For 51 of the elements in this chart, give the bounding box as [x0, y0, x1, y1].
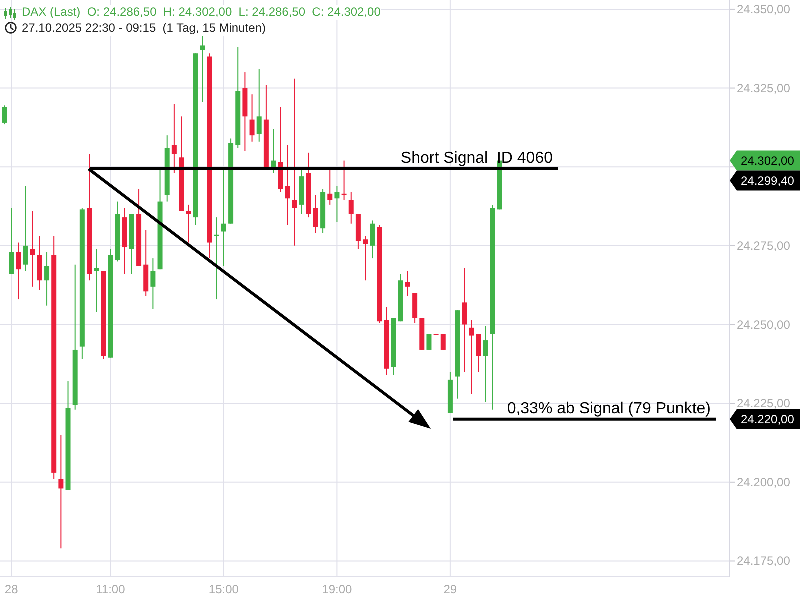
- candlestick: [172, 104, 177, 174]
- candlestick: [426, 334, 432, 350]
- y-tick-label: 24.200,00: [737, 475, 791, 490]
- candlestick: [2, 105, 8, 126]
- x-tick-label: 19:00: [322, 582, 353, 597]
- y-tick-label: 24.250,00: [737, 318, 791, 332]
- chart-title: DAX (Last) O: 24.286,50 H: 24.302,00 L: 24.286,50 C: 24.302,00: [22, 5, 381, 20]
- candlestick: [23, 186, 28, 272]
- candlestick: [186, 204, 192, 244]
- candlestick: [285, 144, 290, 226]
- y-tick-label: 24.325,00: [737, 81, 791, 96]
- text: 27.10.2025 22:30 - 09:15 (1 Tag, 15 Minuten): [22, 21, 266, 36]
- candlestick: [58, 434, 64, 550]
- candlestick: [342, 160, 347, 201]
- candlestick: [348, 192, 354, 224]
- x-tick-label: 11:00: [96, 582, 126, 597]
- y-tick-label: 24.275,00: [737, 238, 791, 253]
- candlestick: [405, 270, 410, 297]
- candlestick: [469, 320, 474, 395]
- candlestick: [370, 220, 376, 260]
- x-tick-label: 29: [444, 582, 458, 597]
- candlestick: [292, 78, 298, 246]
- candlestick: [334, 186, 340, 223]
- ref-line-label: 0,33% ab Signal (79 Punkte): [507, 400, 711, 418]
- y-tick-label: 24.350,00: [737, 2, 791, 16]
- text: 24.299,40: [741, 174, 795, 188]
- candlestick: [94, 248, 100, 313]
- candlestick: [30, 210, 36, 288]
- candlestick: [440, 334, 446, 350]
- x-tick-label: 15:00: [208, 582, 240, 597]
- candlestick: [256, 68, 262, 142]
- candlestick: [214, 217, 220, 300]
- y-tick-label: 24.175,00: [737, 554, 791, 568]
- x-tick-label: 28: [4, 582, 19, 597]
- candlestick: [363, 236, 368, 282]
- candlestick: [150, 258, 156, 310]
- candlestick: [221, 166, 226, 267]
- candlestick: [44, 252, 50, 306]
- candlestick: [328, 166, 333, 206]
- candlestick: [250, 94, 255, 142]
- ref-line-label: Short Signal ID 4060: [400, 150, 554, 167]
- candlestick: [462, 268, 468, 373]
- y-tick-label: 24.225,00: [737, 396, 791, 411]
- candlestick: [200, 36, 206, 103]
- text: 24.302,00: [741, 154, 795, 168]
- text: 24.220,00: [741, 412, 795, 426]
- candlestick: [313, 194, 318, 234]
- candlestick: [16, 242, 22, 300]
- candlestick: [483, 326, 488, 403]
- candlestick: [476, 334, 482, 373]
- candlestick: [9, 208, 14, 275]
